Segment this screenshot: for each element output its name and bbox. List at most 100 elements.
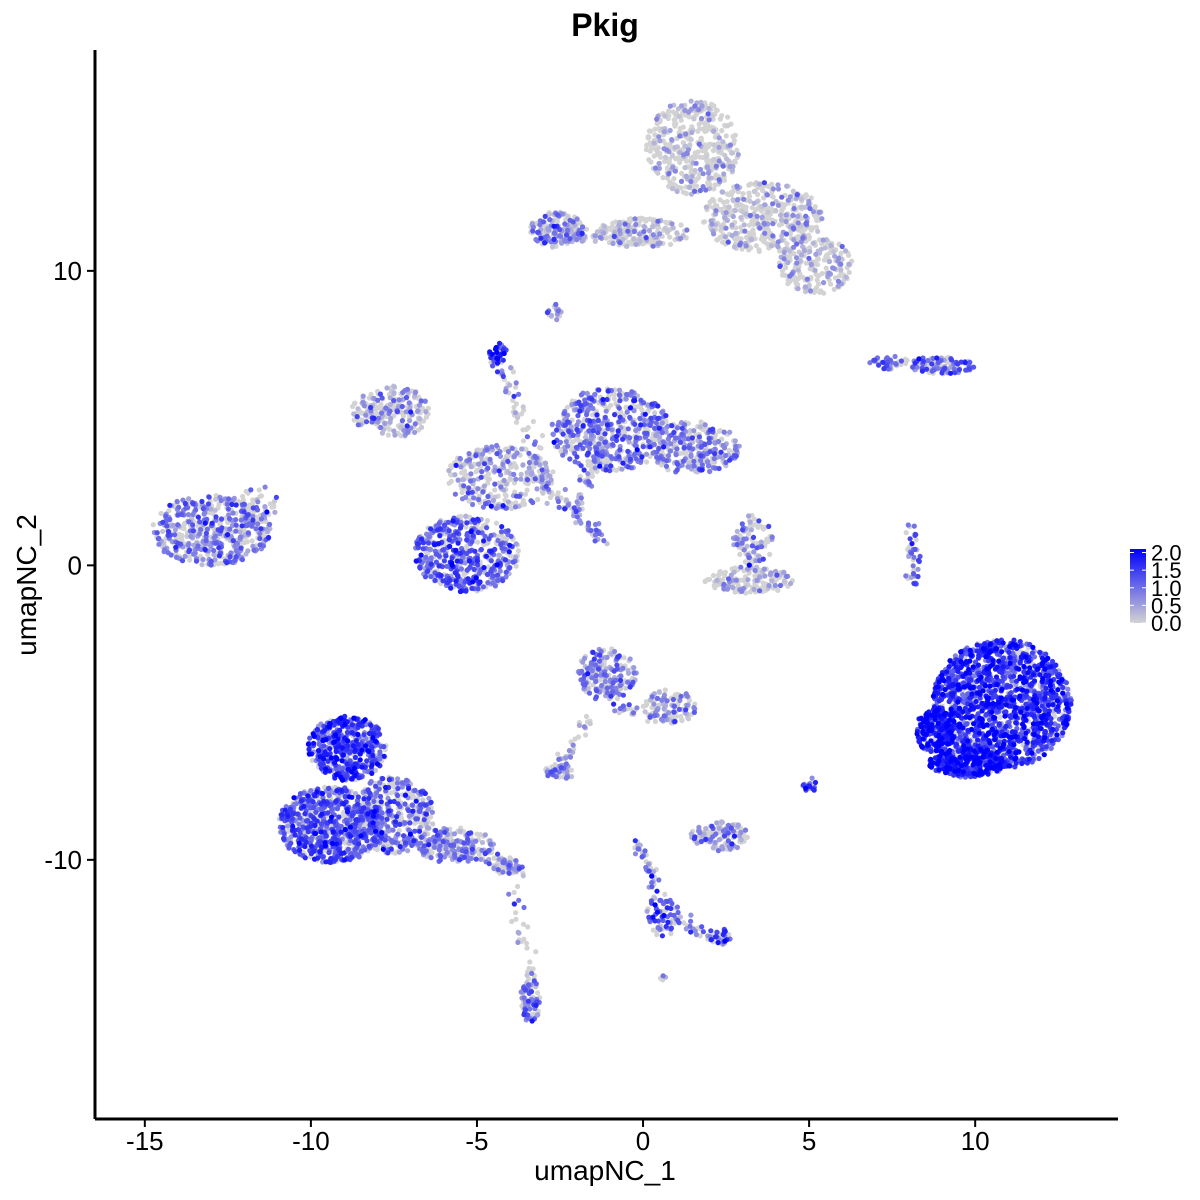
data-point xyxy=(703,204,709,210)
data-point xyxy=(619,466,625,472)
data-point xyxy=(791,237,797,243)
data-point xyxy=(533,949,539,955)
data-point xyxy=(150,522,156,528)
data-point xyxy=(807,248,813,255)
data-point xyxy=(512,410,519,416)
data-point xyxy=(778,217,785,223)
data-point xyxy=(783,212,789,218)
data-point xyxy=(662,154,669,160)
data-point xyxy=(706,105,712,112)
data-point xyxy=(272,509,278,515)
data-point xyxy=(647,216,653,222)
data-point xyxy=(716,825,722,831)
data-point xyxy=(688,912,694,918)
data-point xyxy=(731,158,738,164)
data-point xyxy=(474,467,480,473)
data-point xyxy=(502,492,508,498)
data-point xyxy=(508,365,514,371)
data-point xyxy=(826,270,832,276)
data-point xyxy=(734,844,741,851)
data-point xyxy=(686,184,693,190)
data-point xyxy=(733,235,740,241)
data-point xyxy=(170,522,176,528)
data-point xyxy=(563,755,569,761)
data-point xyxy=(515,548,522,554)
data-point xyxy=(655,170,661,176)
data-point xyxy=(842,248,849,254)
data-point xyxy=(534,486,540,492)
data-point xyxy=(355,406,361,412)
data-point xyxy=(536,444,543,450)
data-point xyxy=(705,170,712,176)
data-point xyxy=(801,247,808,254)
data-point xyxy=(724,199,730,205)
data-point xyxy=(654,147,660,153)
data-point xyxy=(513,916,519,922)
data-point xyxy=(775,587,781,594)
data-point xyxy=(666,108,672,114)
data-point xyxy=(525,924,531,930)
data-point xyxy=(617,227,623,233)
data-point xyxy=(566,748,573,754)
data-point xyxy=(697,154,703,160)
data-point xyxy=(403,409,409,415)
data-point xyxy=(682,165,688,171)
data-point xyxy=(576,722,583,729)
data-point xyxy=(734,147,740,153)
data-point xyxy=(816,281,822,287)
data-point xyxy=(457,828,463,835)
data-point xyxy=(524,945,530,951)
data-point xyxy=(768,570,774,576)
data-point xyxy=(712,146,718,152)
data-point xyxy=(831,249,837,255)
data-point xyxy=(757,181,763,187)
data-point xyxy=(666,113,672,119)
data-point xyxy=(658,154,664,160)
data-point xyxy=(775,186,782,192)
data-point xyxy=(391,390,397,396)
data-point xyxy=(816,209,823,215)
data-point xyxy=(245,548,251,554)
data-point xyxy=(523,940,530,946)
data-point xyxy=(798,196,805,202)
data-point xyxy=(527,959,533,965)
data-point xyxy=(753,243,759,249)
data-point xyxy=(997,714,1003,720)
data-point xyxy=(463,513,469,519)
data-point xyxy=(655,241,661,247)
data-point xyxy=(448,463,454,469)
data-point xyxy=(687,142,693,148)
data-point xyxy=(783,218,789,225)
data-point xyxy=(515,929,521,936)
data-point xyxy=(712,839,718,846)
data-point xyxy=(710,572,717,579)
data-point xyxy=(623,404,629,410)
data-point xyxy=(546,227,552,233)
data-point xyxy=(828,281,834,287)
data-point xyxy=(793,255,800,261)
data-point xyxy=(755,553,762,559)
data-point xyxy=(761,195,767,201)
data-point xyxy=(711,231,717,237)
data-point xyxy=(609,224,615,230)
data-point xyxy=(732,438,738,444)
data-point xyxy=(734,528,740,535)
data-point xyxy=(613,467,619,473)
data-point xyxy=(587,459,593,465)
data-point xyxy=(674,230,680,236)
data-point xyxy=(674,188,680,195)
data-point xyxy=(665,228,671,234)
data-point xyxy=(719,189,725,195)
data-point xyxy=(758,208,764,214)
data-point xyxy=(679,717,685,723)
data-point xyxy=(478,856,484,863)
data-point xyxy=(648,128,654,134)
data-point xyxy=(544,500,550,506)
data-point xyxy=(637,238,643,244)
data-point xyxy=(513,419,520,425)
data-point xyxy=(695,128,701,134)
data-point xyxy=(740,191,746,197)
data-point xyxy=(770,186,777,192)
data-point xyxy=(666,183,672,189)
data-point xyxy=(388,415,394,421)
